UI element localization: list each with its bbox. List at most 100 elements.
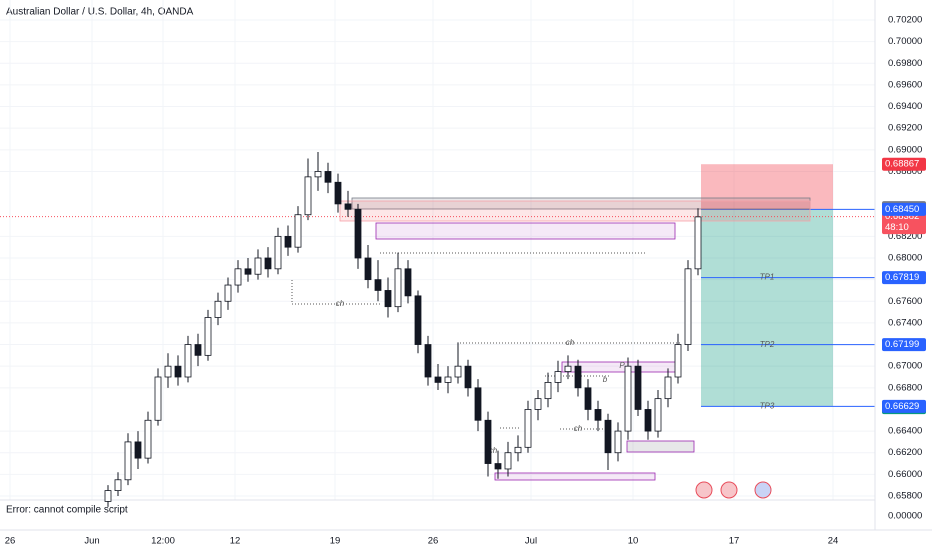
x-tick-label: Jul (525, 536, 537, 547)
price-badge (882, 271, 926, 285)
price-badge (882, 338, 926, 352)
candle-body (354, 208, 362, 259)
x-tick-label: 12:00 (151, 536, 175, 547)
indicator-tick-label: 0.00000 (888, 511, 922, 522)
candle-body (364, 257, 372, 281)
candle-body (404, 268, 412, 297)
chart-title: Australian Dollar / U.S. Dollar, 4h, OAN… (6, 7, 194, 18)
x-tick-label: 19 (330, 536, 341, 547)
annotation: ch (566, 338, 575, 347)
candle-body (284, 235, 292, 248)
drawings: ch ch ch ch P b (291, 197, 811, 481)
price-badge (882, 210, 926, 235)
y-tick-label: 0.66800 (888, 382, 922, 393)
price-badge-label: 0.68382 (885, 211, 919, 222)
candle-body (224, 284, 232, 302)
event-icon[interactable] (695, 481, 713, 499)
candle-body (664, 376, 672, 400)
candle-body (504, 452, 512, 470)
candle-body (424, 344, 432, 378)
candle-body (624, 365, 632, 432)
price-badge-label: 0.68867 (885, 159, 919, 170)
candle-body (234, 268, 242, 286)
annotation: ch (336, 299, 345, 308)
candle-body (264, 257, 272, 270)
zone (494, 472, 656, 481)
candle-body (694, 216, 702, 270)
candle-body (384, 290, 392, 308)
candle-body (304, 176, 312, 216)
target-name: TP3 (760, 401, 775, 410)
candle-body (464, 365, 472, 389)
y-tick-label: 0.66200 (888, 447, 922, 458)
candle-body (394, 268, 402, 308)
x-tick-label: Jun (84, 536, 99, 547)
candle-body (194, 344, 202, 356)
y-tick-label: 0.67600 (888, 296, 922, 307)
y-tick-label: 0.66000 (888, 469, 922, 480)
y-tick-label: 0.69800 (888, 58, 922, 69)
x-tick-label: 24 (828, 536, 839, 547)
y-tick-label: 0.70200 (888, 15, 922, 26)
candle-body (274, 235, 282, 270)
candle-body (324, 171, 332, 183)
candle-body (494, 463, 502, 470)
candle-body (164, 365, 172, 378)
candle-body (104, 490, 112, 502)
candle-body (334, 181, 342, 205)
price-badge-label: 0.67199 (885, 339, 919, 350)
candle-body (204, 317, 212, 356)
price-badge-label: 0.66629 (885, 401, 919, 412)
y-tick-label: 0.67400 (888, 317, 922, 328)
y-tick-label: 0.69200 (888, 123, 922, 134)
event-icon[interactable] (754, 481, 772, 499)
candle-body (684, 268, 692, 345)
candle-body (154, 376, 162, 421)
error-message: Error: cannot compile script (6, 505, 128, 516)
candle-body (144, 419, 152, 459)
candle-body (634, 365, 642, 410)
event-icons (695, 481, 772, 499)
candle-body (524, 409, 532, 448)
candle-body (484, 419, 492, 464)
candle-body (214, 300, 222, 318)
candle-body (654, 398, 662, 432)
x-tick-label: 17 (729, 536, 740, 547)
candle-body (174, 365, 182, 378)
price-badge-label: 0.68450 (885, 204, 919, 215)
target-name: TP1 (760, 273, 775, 282)
candle-body (614, 430, 622, 454)
y-tick-label: 0.65800 (888, 491, 922, 502)
candle-body (514, 446, 522, 454)
candle-body (604, 419, 612, 454)
candle-body (344, 203, 352, 210)
candle-body (124, 441, 132, 481)
candle-body (444, 376, 452, 383)
zone (339, 200, 811, 222)
position-tool: TP1 TP2 TP3 (701, 164, 875, 410)
countdown: 48:10 (885, 222, 909, 233)
x-tick-label: 12 (230, 536, 241, 547)
price-badge (882, 157, 926, 171)
candle-body (314, 171, 322, 178)
y-tick-label: 0.68000 (888, 253, 922, 264)
y-tick-label: 0.69600 (888, 79, 922, 90)
y-tick-label: 0.66400 (888, 426, 922, 437)
candle-body (244, 268, 252, 275)
candle-body (574, 365, 582, 389)
candle-body (134, 441, 142, 459)
candle-body (414, 295, 422, 345)
candle-body (254, 257, 262, 275)
candle-body (644, 409, 652, 432)
candle-body (584, 387, 592, 410)
event-icon[interactable] (720, 481, 738, 499)
candle-body (564, 365, 572, 372)
stop-zone (701, 164, 833, 210)
y-tick-label: 0.67000 (888, 361, 922, 372)
price-badge-label: 0.67819 (885, 272, 919, 283)
candle-body (184, 344, 192, 378)
y-tick-label: 0.69400 (888, 101, 922, 112)
zone (626, 440, 695, 453)
